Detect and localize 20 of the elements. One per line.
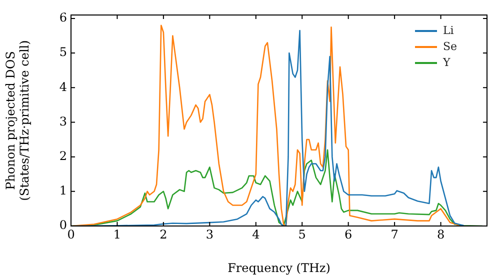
x-tick-label: 1 — [113, 227, 122, 242]
x-tick-label: 5 — [298, 227, 306, 242]
x-axis-title: Frequency (THz) — [228, 260, 330, 275]
y-tick-label: 0 — [59, 218, 67, 232]
x-tick-label: 6 — [344, 227, 352, 242]
y-tick-label: 2 — [59, 148, 67, 163]
legend-label: Se — [443, 39, 458, 55]
x-tick-label: 4 — [252, 227, 260, 242]
y-tick-label: 1 — [59, 184, 67, 198]
y-tick-label: 3 — [59, 114, 67, 128]
y-tick-label: 4 — [59, 80, 68, 94]
x-tick-label: 3 — [206, 227, 214, 242]
legend-label: Y — [443, 55, 450, 71]
x-tick-label: 7 — [390, 227, 398, 242]
y-tick-label: 5 — [59, 45, 67, 60]
x-tick-label: 2 — [160, 227, 168, 242]
x-tick-label: 8 — [436, 227, 445, 242]
legend-label: Li — [443, 23, 454, 39]
y-axis-title: Phonon projected DOS (States/THz·primitive cell) — [3, 40, 32, 201]
y-tick-label: 6 — [59, 10, 67, 25]
